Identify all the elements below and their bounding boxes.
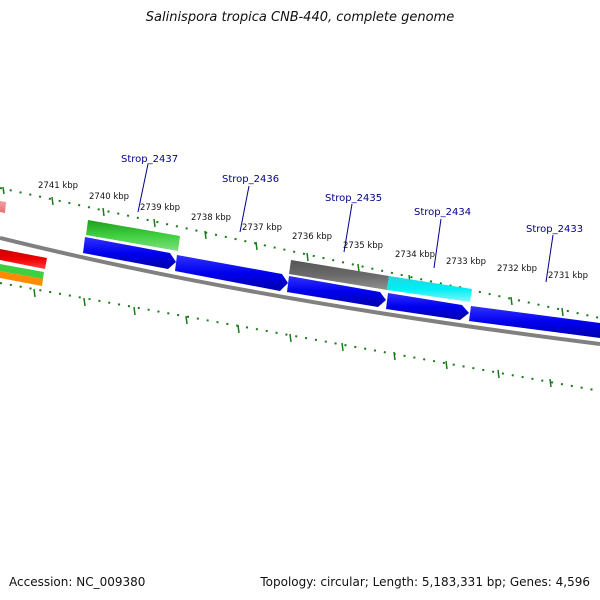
gene-blue-3[interactable] bbox=[287, 276, 386, 307]
genome-backbone bbox=[0, 236, 600, 346]
gene-pink-partial[interactable] bbox=[0, 201, 6, 213]
tick-label-2738: 2738 kbp bbox=[191, 213, 231, 223]
tick-label-2737: 2737 kbp bbox=[242, 223, 282, 233]
tick-label-2734: 2734 kbp bbox=[395, 250, 435, 260]
tick-label-2735: 2735 kbp bbox=[343, 241, 383, 251]
gene-strop-2433[interactable] bbox=[469, 306, 600, 338]
tick-label-2739: 2739 kbp bbox=[140, 203, 180, 213]
tick-label-2732: 2732 kbp bbox=[497, 264, 537, 274]
gene-orange-partial[interactable] bbox=[0, 271, 43, 286]
gene-label-strop-2437: Strop_2437 bbox=[121, 154, 178, 165]
genome-summary-text: Topology: circular; Length: 5,183,331 bp… bbox=[260, 575, 590, 589]
gene-red-partial[interactable] bbox=[0, 249, 47, 269]
gene-strop-2436[interactable] bbox=[175, 255, 288, 291]
gene-label-leaders bbox=[137, 163, 554, 283]
tick-label-2741: 2741 kbp bbox=[38, 181, 78, 191]
gene-strop-2434[interactable] bbox=[387, 276, 472, 302]
accession-text: Accession: NC_009380 bbox=[9, 575, 146, 589]
tick-label-2740: 2740 kbp bbox=[89, 192, 129, 202]
gene-strop-2435[interactable] bbox=[289, 260, 389, 290]
inner-major-ticks bbox=[33, 288, 552, 388]
outer-tick-line bbox=[0, 187, 600, 319]
gene-strop-2437[interactable] bbox=[86, 220, 180, 251]
gene-green-partial[interactable] bbox=[0, 264, 44, 279]
gene-blue-4[interactable] bbox=[386, 293, 469, 320]
tick-label-2733: 2733 kbp bbox=[446, 257, 486, 267]
gene-label-strop-2436: Strop_2436 bbox=[222, 174, 279, 185]
gene-label-strop-2435: Strop_2435 bbox=[325, 193, 382, 204]
tick-label-2736: 2736 kbp bbox=[292, 232, 332, 242]
gene-label-strop-2433: Strop_2433 bbox=[526, 224, 583, 235]
tick-label-2731: 2731 kbp bbox=[548, 271, 588, 281]
gene-label-strop-2434: Strop_2434 bbox=[414, 207, 471, 218]
inner-tick-line bbox=[0, 282, 600, 392]
gene-blue-1[interactable] bbox=[83, 237, 176, 269]
map-title: Salinispora tropica CNB-440, complete ge… bbox=[145, 10, 455, 25]
